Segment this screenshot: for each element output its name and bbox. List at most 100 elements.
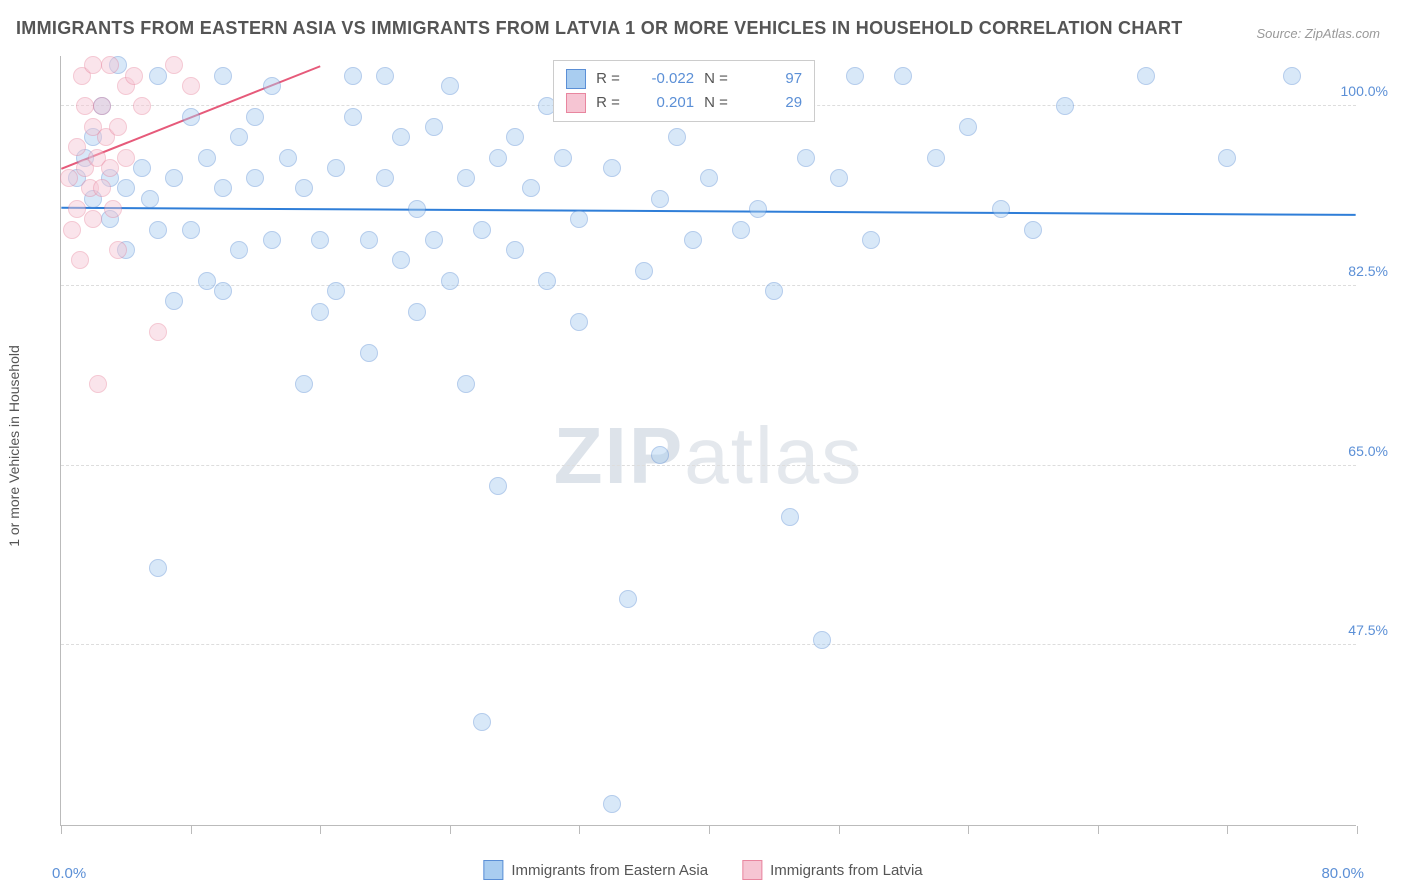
- data-point: [182, 77, 200, 95]
- data-point: [554, 149, 572, 167]
- data-point: [133, 97, 151, 115]
- data-point: [425, 118, 443, 136]
- data-point: [392, 251, 410, 269]
- r-label-a: R =: [596, 67, 626, 91]
- source-credit: Source: ZipAtlas.com: [1256, 26, 1380, 41]
- data-point: [506, 128, 524, 146]
- data-point: [473, 713, 491, 731]
- data-point: [76, 97, 94, 115]
- data-point: [93, 179, 111, 197]
- data-point: [84, 210, 102, 228]
- data-point: [894, 67, 912, 85]
- data-point: [63, 221, 81, 239]
- data-point: [101, 210, 119, 228]
- data-point: [84, 118, 102, 136]
- data-point: [749, 200, 767, 218]
- series-legend: Immigrants from Eastern Asia Immigrants …: [483, 860, 922, 880]
- data-point: [457, 375, 475, 393]
- data-point: [182, 108, 200, 126]
- data-point: [441, 272, 459, 290]
- data-point: [408, 303, 426, 321]
- data-point: [619, 590, 637, 608]
- legend-label-a: Immigrants from Eastern Asia: [511, 862, 708, 879]
- data-point: [311, 231, 329, 249]
- data-point: [392, 128, 410, 146]
- chart-title: IMMIGRANTS FROM EASTERN ASIA VS IMMIGRAN…: [16, 18, 1183, 39]
- data-point: [73, 67, 91, 85]
- data-point: [668, 128, 686, 146]
- legend-row-series-a: R = -0.022 N = 97: [566, 67, 802, 91]
- data-point: [88, 149, 106, 167]
- data-point: [81, 179, 99, 197]
- n-label-b: N =: [704, 91, 734, 115]
- y-axis-label: 1 or more Vehicles in Household: [6, 345, 22, 547]
- data-point: [813, 631, 831, 649]
- data-point: [797, 149, 815, 167]
- data-point: [360, 231, 378, 249]
- x-max-label: 80.0%: [1321, 865, 1364, 882]
- data-point: [76, 159, 94, 177]
- data-point: [651, 446, 669, 464]
- data-point: [327, 159, 345, 177]
- data-point: [295, 179, 313, 197]
- data-point: [198, 149, 216, 167]
- data-point: [93, 97, 111, 115]
- y-tick-label: 100.0%: [1341, 83, 1388, 99]
- swatch-series-b: [566, 93, 586, 113]
- data-point: [506, 241, 524, 259]
- r-value-b: 0.201: [636, 91, 694, 115]
- data-point: [182, 221, 200, 239]
- data-point: [117, 241, 135, 259]
- data-point: [246, 169, 264, 187]
- legend-item-a: Immigrants from Eastern Asia: [483, 860, 708, 880]
- plot-area: ZIPatlas R = -0.022 N = 97 R = 0.201 N =…: [60, 56, 1356, 826]
- data-point: [109, 241, 127, 259]
- data-point: [165, 292, 183, 310]
- data-point: [89, 375, 107, 393]
- data-point: [732, 221, 750, 239]
- data-point: [992, 200, 1010, 218]
- y-tick-label: 82.5%: [1348, 263, 1388, 279]
- data-point: [125, 67, 143, 85]
- legend-label-b: Immigrants from Latvia: [770, 862, 923, 879]
- data-point: [68, 138, 86, 156]
- data-point: [570, 210, 588, 228]
- data-point: [263, 231, 281, 249]
- data-point: [781, 508, 799, 526]
- data-point: [263, 77, 281, 95]
- watermark-bold: ZIP: [554, 411, 684, 500]
- data-point: [149, 67, 167, 85]
- data-point: [425, 231, 443, 249]
- r-label-b: R =: [596, 91, 626, 115]
- data-point: [165, 56, 183, 74]
- data-point: [84, 128, 102, 146]
- data-point: [60, 169, 78, 187]
- data-point: [570, 313, 588, 331]
- swatch-b: [742, 860, 762, 880]
- data-point: [117, 77, 135, 95]
- data-point: [489, 149, 507, 167]
- data-point: [473, 221, 491, 239]
- data-point: [198, 272, 216, 290]
- data-point: [84, 190, 102, 208]
- data-point: [522, 179, 540, 197]
- x-min-label: 0.0%: [52, 865, 86, 882]
- data-point: [1137, 67, 1155, 85]
- data-point: [279, 149, 297, 167]
- watermark: ZIPatlas: [554, 410, 863, 502]
- data-point: [93, 97, 111, 115]
- data-point: [1024, 221, 1042, 239]
- n-label-a: N =: [704, 67, 734, 91]
- y-tick-label: 47.5%: [1348, 622, 1388, 638]
- data-point: [246, 108, 264, 126]
- data-point: [1218, 149, 1236, 167]
- data-point: [846, 67, 864, 85]
- data-point: [97, 128, 115, 146]
- data-point: [311, 303, 329, 321]
- data-point: [76, 149, 94, 167]
- data-point: [165, 169, 183, 187]
- data-point: [68, 200, 86, 218]
- data-point: [603, 159, 621, 177]
- legend-row-series-b: R = 0.201 N = 29: [566, 91, 802, 115]
- data-point: [295, 375, 313, 393]
